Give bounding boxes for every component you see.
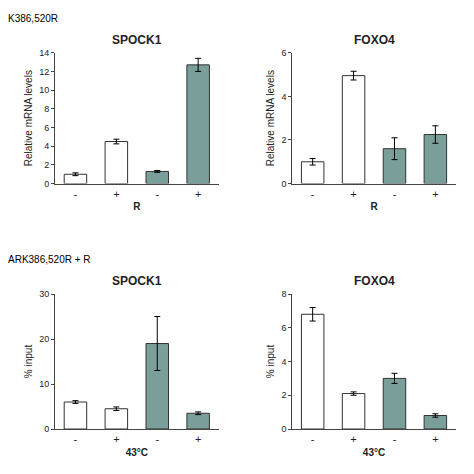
svg-text:2: 2: [281, 135, 286, 145]
svg-text:20: 20: [39, 334, 49, 344]
svg-text:0: 0: [44, 424, 49, 434]
svg-text:SPOCK1: SPOCK1: [112, 274, 162, 288]
svg-text:SPOCK1: SPOCK1: [112, 33, 162, 47]
svg-text:Relative mRNA levels: Relative mRNA levels: [23, 70, 34, 166]
svg-text:6: 6: [44, 123, 49, 133]
svg-text:K386,520R: K386,520R: [8, 13, 58, 24]
svg-text:30: 30: [39, 289, 49, 299]
svg-text:-: -: [393, 433, 397, 445]
svg-text:8: 8: [44, 104, 49, 114]
svg-text:R: R: [133, 201, 141, 212]
svg-text:+: +: [195, 188, 201, 200]
svg-text:4: 4: [281, 92, 286, 102]
svg-text:-: -: [74, 188, 78, 200]
svg-text:4: 4: [281, 357, 286, 367]
svg-text:6: 6: [281, 323, 286, 333]
svg-text:-: -: [155, 433, 159, 445]
svg-text:+: +: [350, 433, 356, 445]
svg-text:Relative mRNA levels: Relative mRNA levels: [265, 70, 276, 166]
svg-text:2: 2: [281, 390, 286, 400]
svg-text:+: +: [432, 188, 438, 200]
svg-text:FOXO4: FOXO4: [354, 274, 395, 288]
svg-text:-: -: [311, 188, 315, 200]
svg-text:0: 0: [281, 179, 286, 189]
svg-text:FOXO4: FOXO4: [354, 33, 395, 47]
svg-text:43°C: 43°C: [126, 447, 148, 458]
svg-text:43°C: 43°C: [363, 447, 385, 458]
svg-text:+: +: [113, 433, 119, 445]
svg-text:10: 10: [39, 379, 49, 389]
svg-text:% input: % input: [23, 345, 34, 379]
svg-text:0: 0: [281, 424, 286, 434]
svg-text:12: 12: [39, 67, 49, 77]
svg-text:% input: % input: [265, 345, 276, 379]
svg-text:+: +: [432, 433, 438, 445]
svg-text:4: 4: [44, 141, 49, 151]
svg-text:14: 14: [39, 48, 49, 58]
svg-text:-: -: [74, 433, 78, 445]
svg-text:+: +: [113, 188, 119, 200]
svg-text:2: 2: [44, 160, 49, 170]
svg-text:6: 6: [281, 48, 286, 58]
svg-text:8: 8: [281, 289, 286, 299]
svg-text:-: -: [393, 188, 397, 200]
svg-text:ARK386,520R + R: ARK386,520R + R: [8, 254, 91, 265]
svg-text:R: R: [370, 201, 378, 212]
svg-text:0: 0: [44, 179, 49, 189]
svg-text:+: +: [350, 188, 356, 200]
svg-text:10: 10: [39, 85, 49, 95]
svg-text:-: -: [311, 433, 315, 445]
svg-text:+: +: [195, 433, 201, 445]
svg-text:-: -: [155, 188, 159, 200]
